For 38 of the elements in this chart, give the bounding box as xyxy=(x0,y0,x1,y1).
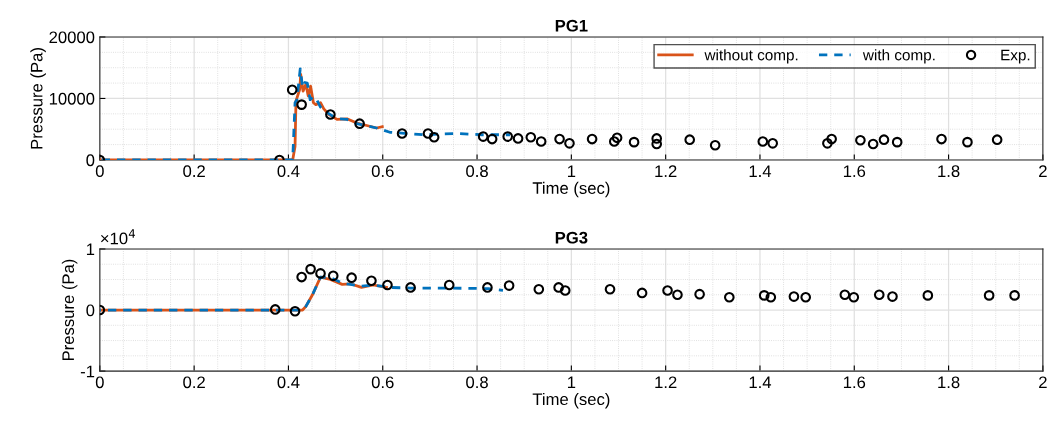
x-tick-label: 2 xyxy=(1039,376,1047,389)
y-axis-title: Pressure (Pa) xyxy=(61,259,78,361)
x-tick-label: 1.4 xyxy=(749,165,772,177)
text: ×10$^{4}$ xyxy=(100,229,136,245)
x-tick-label: 1.2 xyxy=(655,376,677,389)
x-tick-label: 0.4 xyxy=(277,165,300,178)
x-tick-label: 0.8 xyxy=(466,165,488,178)
x-tick-label: 1 xyxy=(567,165,576,177)
x-tick-label: 1.2 xyxy=(655,165,677,177)
legend-label: without comp. xyxy=(704,49,798,64)
legend-label: with comp. xyxy=(862,49,935,64)
y-tick-label: 0 xyxy=(86,304,95,317)
x-tick-label: 1 xyxy=(567,376,576,389)
x-tick-label: 0.8 xyxy=(466,376,488,389)
x-tick-label: 1.6 xyxy=(843,165,866,178)
chart-title: PG3 xyxy=(555,231,588,244)
x-tick-label: 0.6 xyxy=(371,165,394,178)
y-axis-title: Pressure (Pa) xyxy=(30,48,46,149)
y-tick-label: 1 xyxy=(86,243,95,256)
x-tick-label: 1.8 xyxy=(938,376,960,389)
legend-label: Exp. xyxy=(1001,49,1030,64)
x-tick-label: 1.8 xyxy=(938,165,960,178)
x-tick-label: 0.2 xyxy=(183,165,205,178)
y-tick-label: 20000 xyxy=(49,31,95,44)
chart-title: PG1 xyxy=(555,19,588,32)
x-tick-label: 0.2 xyxy=(183,376,205,389)
x-tick-label: 0 xyxy=(95,165,104,178)
y-tick-label: 0 xyxy=(86,154,95,167)
y-tick-label: 10000 xyxy=(49,92,95,105)
x-axis-title: Time (sec) xyxy=(532,181,610,198)
x-tick-label: 0.6 xyxy=(371,376,394,389)
x-tick-label: 1.4 xyxy=(749,376,772,389)
y-tick-label: -1 xyxy=(80,365,95,378)
x-tick-label: 2 xyxy=(1039,165,1047,177)
x-tick-label: 0.4 xyxy=(277,376,300,389)
x-axis-title: Time (sec) xyxy=(532,392,610,409)
x-tick-label: 0 xyxy=(95,376,104,389)
x-tick-label: 1.6 xyxy=(843,376,866,389)
